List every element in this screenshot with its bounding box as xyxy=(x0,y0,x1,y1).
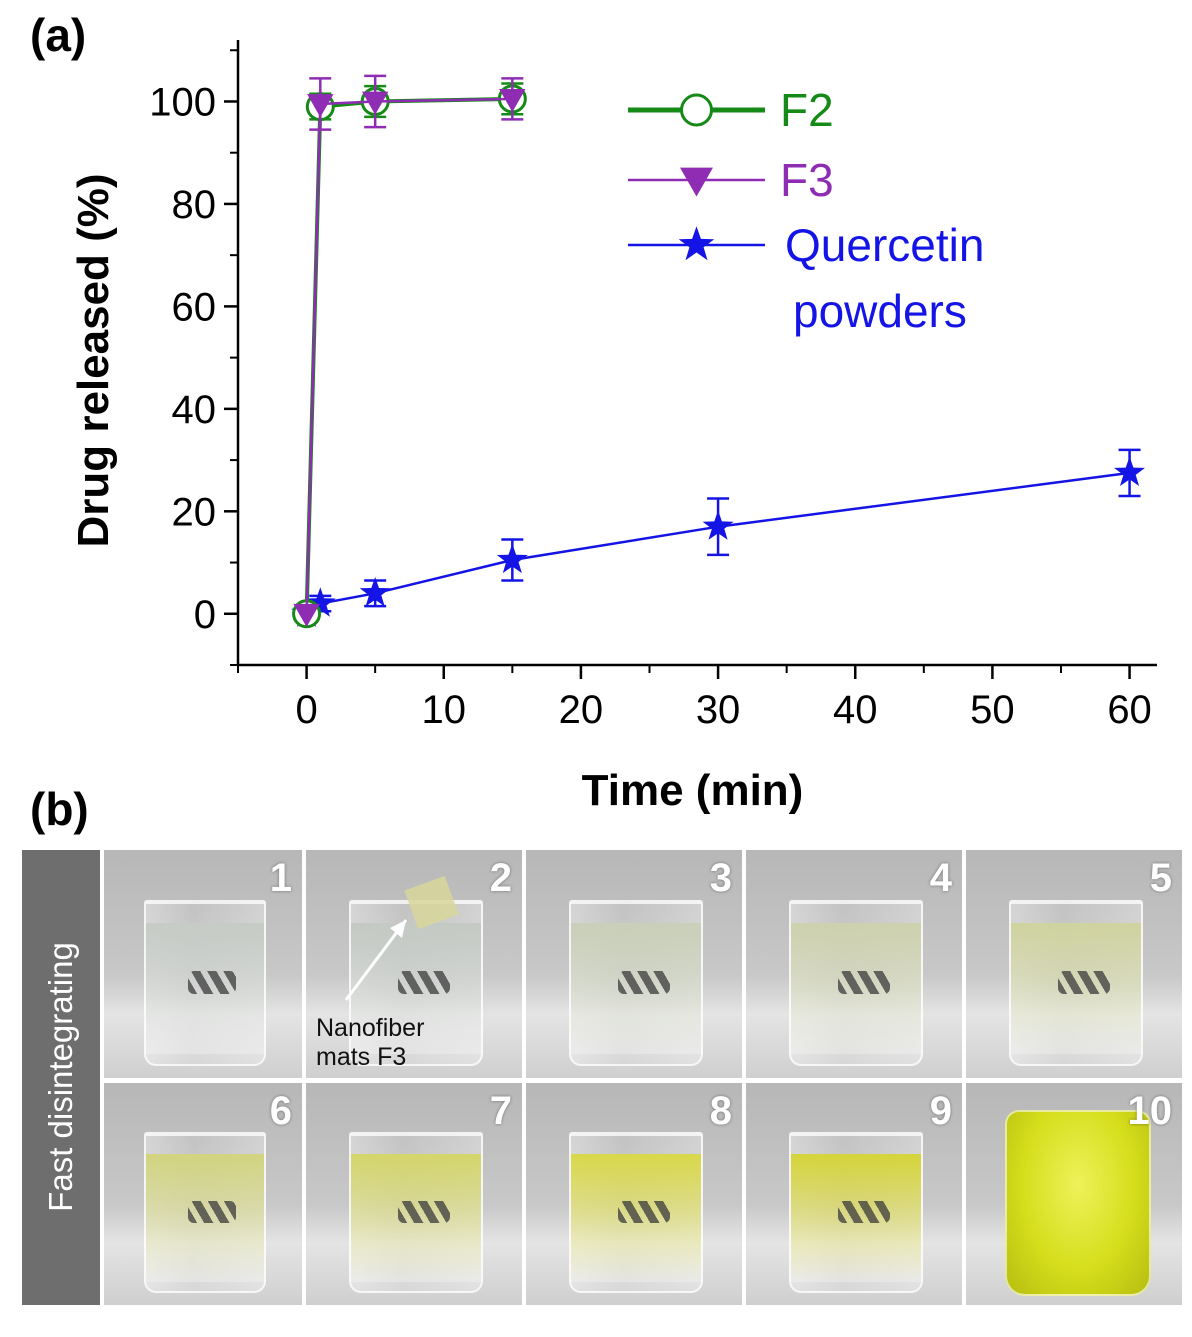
photo-number: 4 xyxy=(929,856,952,900)
photo-number: 2 xyxy=(489,856,512,900)
photo-step-1: 1 xyxy=(104,850,302,1078)
marker-f3 xyxy=(680,167,713,197)
y-tick-label: 80 xyxy=(172,183,217,227)
arrow-shaft xyxy=(344,919,408,1001)
photo-number: 5 xyxy=(1149,856,1172,900)
legend-entry: Quercetin powders xyxy=(628,219,984,337)
photo-number: 7 xyxy=(489,1089,512,1133)
y-tick-label: 20 xyxy=(172,490,217,534)
series-f3 xyxy=(293,74,526,627)
legend-label: Quercetin powders xyxy=(785,219,984,337)
annotation-arrow xyxy=(344,919,408,1001)
x-tick-label: 50 xyxy=(970,688,1015,732)
panel-b-label: (b) xyxy=(30,783,89,835)
series-line xyxy=(304,96,513,614)
y-tick-label: 0 xyxy=(194,593,216,637)
y-tick-label: 100 xyxy=(149,80,216,124)
x-axis-label: Time (min) xyxy=(582,766,804,815)
series-line xyxy=(305,97,513,614)
photo-step-7: 7 xyxy=(306,1083,522,1305)
glass xyxy=(349,1131,483,1294)
background-logo xyxy=(188,1201,236,1223)
glass xyxy=(349,900,483,1066)
photo-step-10: 10 xyxy=(966,1083,1182,1305)
photo-step-2: Nanofiber mats F3 2 xyxy=(306,850,522,1078)
marker-f3 xyxy=(361,91,389,115)
legend-label-line: Quercetin xyxy=(785,219,984,271)
annotation-line: Nanofiber xyxy=(316,1014,425,1043)
legend-label: F2 xyxy=(780,84,834,136)
legend-label-line: F2 xyxy=(780,84,834,136)
marker-f3 xyxy=(499,89,526,113)
photo-step-6: 6 xyxy=(104,1083,302,1305)
background-logo xyxy=(617,1201,670,1223)
x-tick-label: 10 xyxy=(421,688,466,732)
x-tick-label: 60 xyxy=(1107,688,1152,732)
marker-f2 xyxy=(680,93,713,127)
glass xyxy=(143,1131,267,1294)
release-chart: 0 10 20 30 40 50 60 0 20 40 60 80 100 Time (min) Drug … xyxy=(69,40,1157,815)
legend-label-line: powders xyxy=(793,285,967,337)
background-logo xyxy=(617,971,670,994)
photo-sequence: Fast disintegrating 1 Nanofiber mats F3 2 3 4… xyxy=(22,850,1192,1305)
photo-number: 8 xyxy=(709,1089,732,1133)
photo-number: 3 xyxy=(709,856,732,900)
glass xyxy=(789,900,923,1066)
photo-number: 6 xyxy=(269,1089,292,1133)
background-logo xyxy=(397,1201,450,1223)
glass xyxy=(789,1131,923,1294)
side-label-bar: Fast disintegrating xyxy=(22,850,100,1305)
legend-label: F3 xyxy=(780,154,834,206)
photo-number: 1 xyxy=(269,856,292,900)
side-label: Fast disintegrating xyxy=(42,942,79,1212)
marker-f3 xyxy=(307,94,334,118)
photo-number: 9 xyxy=(929,1089,952,1133)
x-tick-label: 20 xyxy=(559,688,604,732)
background-logo xyxy=(1057,971,1110,994)
legend-entry: F3 xyxy=(628,154,834,206)
arrow-head xyxy=(390,920,406,938)
background-logo xyxy=(397,971,450,994)
glass xyxy=(143,900,267,1066)
glass xyxy=(569,1131,703,1294)
glass xyxy=(1009,900,1143,1066)
background-logo xyxy=(837,1201,890,1223)
photo-step-9: 9 xyxy=(746,1083,962,1305)
marker-quercetin xyxy=(702,510,734,540)
background-logo xyxy=(188,971,236,994)
photo-step-5: 5 xyxy=(966,850,1182,1078)
x-tick-label: 0 xyxy=(295,688,317,732)
marker-quercetin xyxy=(678,226,715,261)
series-f2 xyxy=(292,82,527,629)
y-tick-label: 60 xyxy=(172,285,217,329)
marker-quercetin xyxy=(359,577,391,607)
photo-step-3: 3 xyxy=(526,850,742,1078)
y-tick-label: 40 xyxy=(172,388,217,432)
y-axis-label: Drug released (%) xyxy=(69,173,118,547)
x-tick-label: 40 xyxy=(833,688,878,732)
marker-quercetin xyxy=(304,587,336,617)
photo-step-8: 8 xyxy=(526,1083,742,1305)
glass xyxy=(569,900,703,1066)
panel-a-label: (a) xyxy=(30,9,87,61)
photo-number: 10 xyxy=(1127,1089,1173,1133)
marker-quercetin xyxy=(496,543,528,574)
legend-entry: F2 xyxy=(628,84,834,136)
marker-f3 xyxy=(293,603,320,627)
annotation-line: mats F3 xyxy=(316,1043,407,1072)
background-logo xyxy=(837,971,890,994)
photo-step-4: 4 xyxy=(746,850,962,1078)
x-tick-label: 30 xyxy=(696,688,741,732)
glass-full-yellow xyxy=(1004,1109,1152,1296)
marker-quercetin xyxy=(1114,456,1145,486)
legend-label-line: F3 xyxy=(780,154,834,206)
nanofiber-annotation: Nanofiber mats F3 xyxy=(316,1014,424,1072)
series-quercetin xyxy=(291,448,1145,627)
